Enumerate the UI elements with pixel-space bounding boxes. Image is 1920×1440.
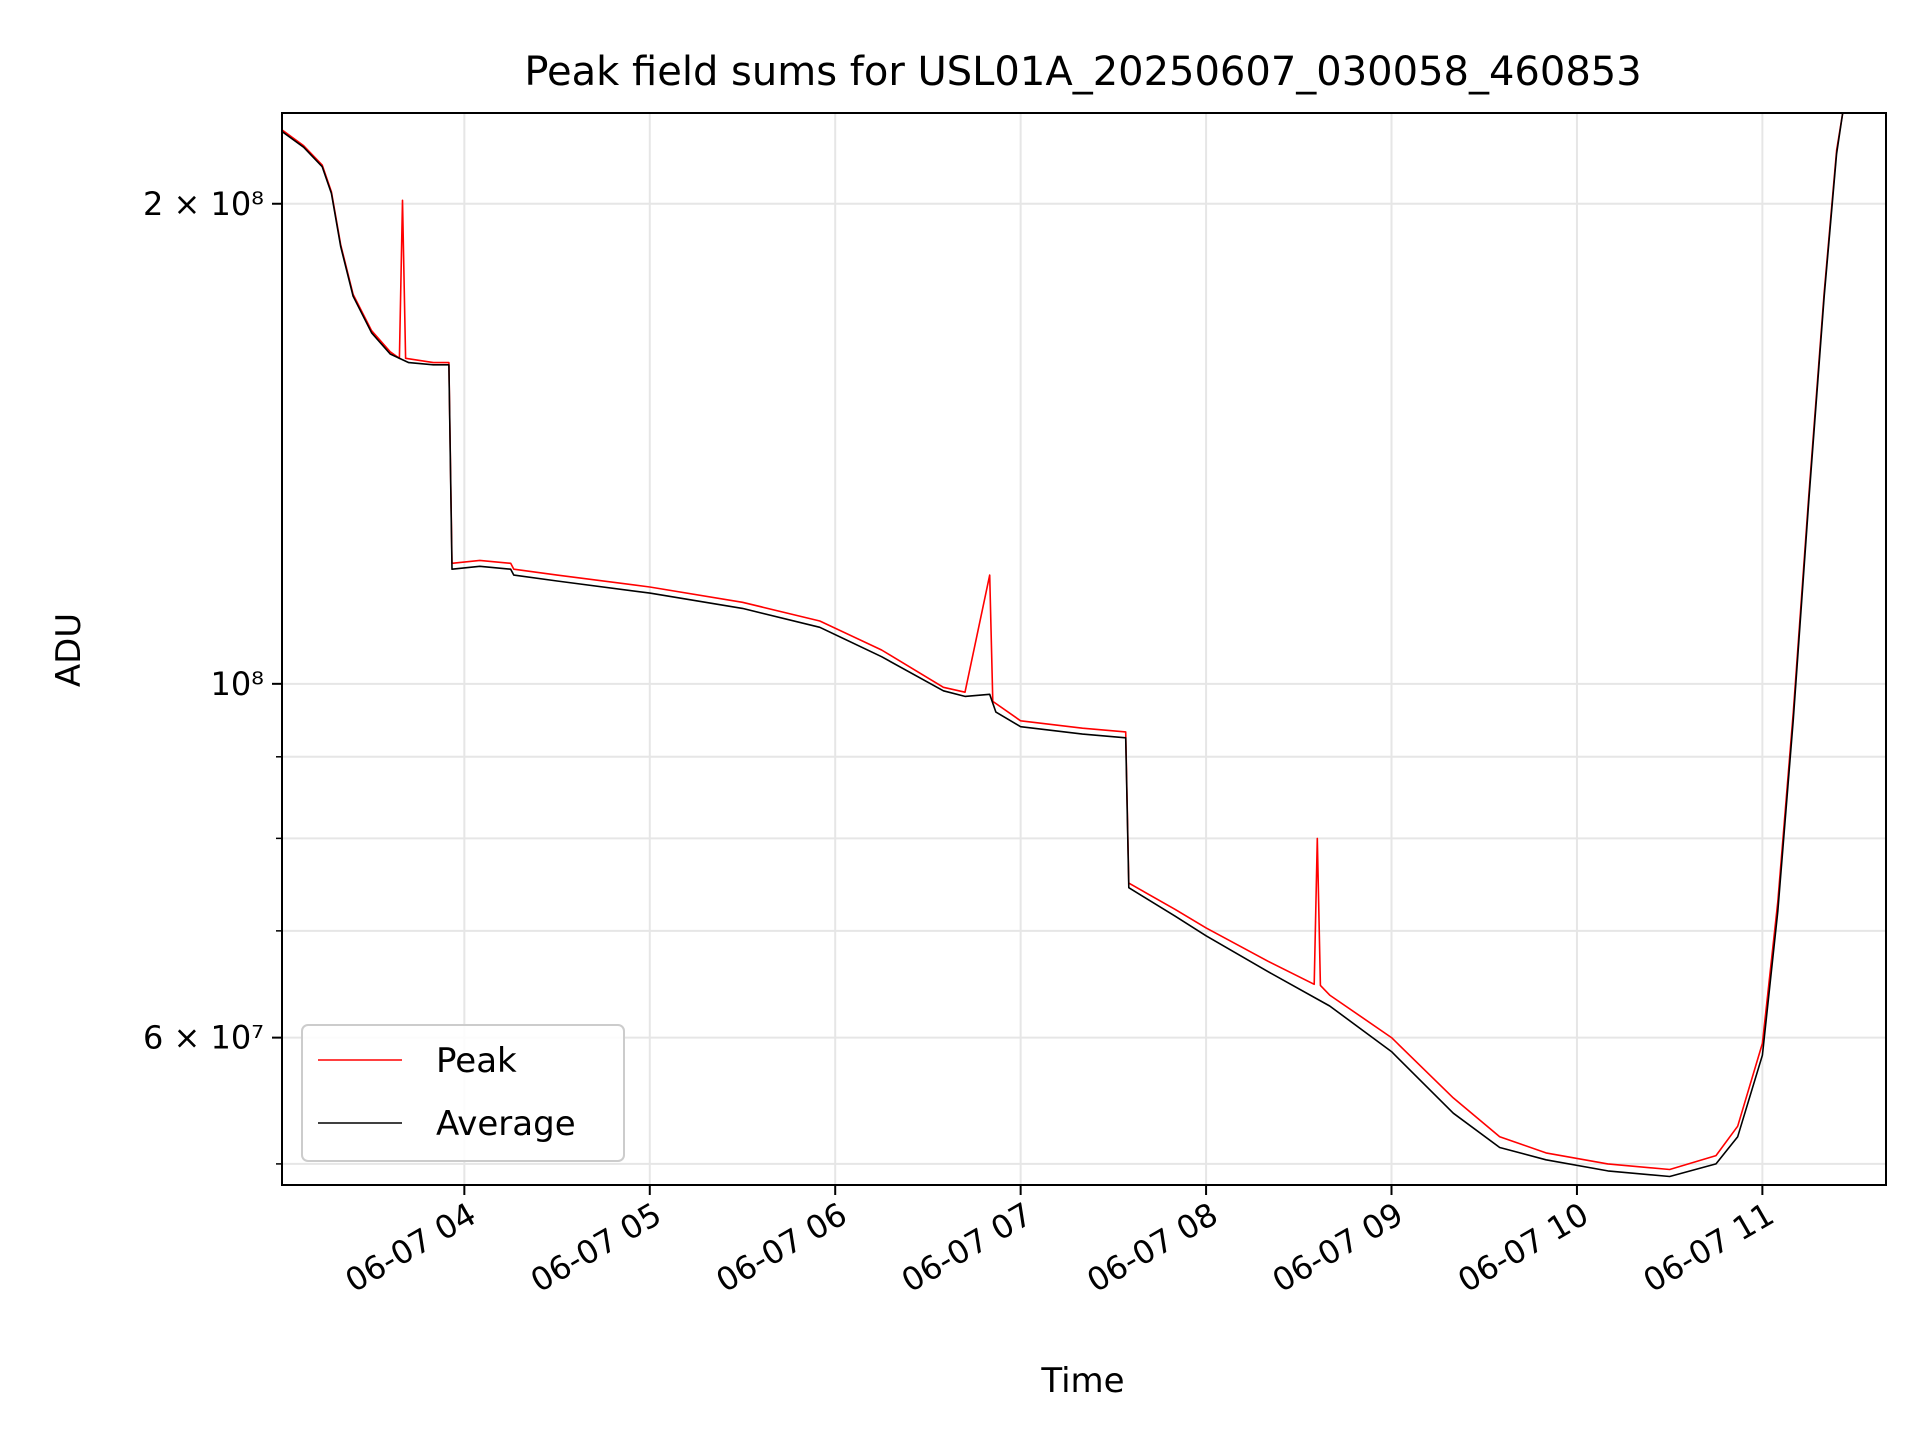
series-line-average [282,113,1844,1178]
legend-box [301,1024,625,1162]
y-axis: 2 × 10⁸ 10⁸ 6 × 10⁷ [143,185,282,1165]
legend-average-label: Average [436,1104,576,1144]
y-tick-label: 10⁸ [210,665,264,703]
legend: Peak Average [301,1024,625,1162]
y-tick-label: 2 × 10⁸ [143,185,264,223]
y-tick-label: 6 × 10⁷ [143,1019,264,1057]
series-line-peak [282,113,1844,1171]
y-axis-label: ADU [49,613,89,687]
x-axis-label: Time [1040,1361,1124,1401]
legend-peak-label: Peak [436,1041,517,1081]
chart-title: Peak field sums for USL01A_20250607_0300… [524,49,1641,95]
plot-frame [281,112,1887,1186]
series-layer [282,113,1844,1178]
